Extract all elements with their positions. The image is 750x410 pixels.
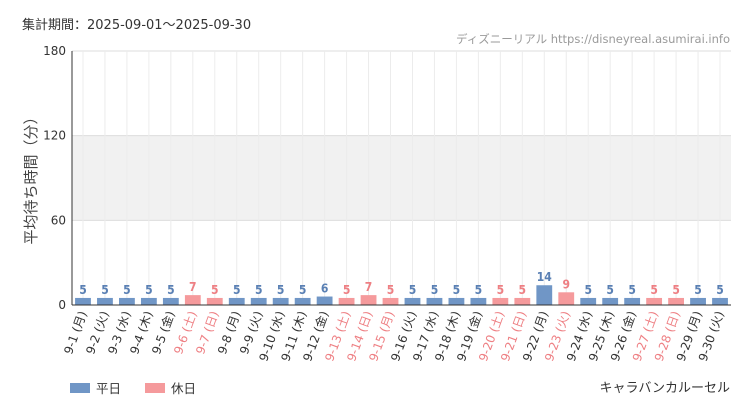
data-label: 5: [277, 283, 285, 297]
bar: [360, 295, 377, 305]
y-axis-label: 平均待ち時間（分）: [22, 109, 40, 244]
bar: [184, 295, 201, 305]
data-label: 5: [475, 283, 483, 297]
bar: [690, 297, 706, 305]
data-label: 5: [606, 283, 614, 297]
legend-item-holiday: 休日: [145, 378, 196, 397]
bar: [228, 297, 245, 305]
data-label: 5: [233, 283, 241, 297]
data-label: 7: [189, 280, 197, 294]
chart-axes: [71, 51, 731, 306]
bar: [646, 297, 663, 305]
source-credit: ディズニーリアル https://disneyreal.asumirai.inf…: [456, 32, 730, 46]
data-label: 5: [101, 283, 109, 297]
data-label: 5: [79, 283, 87, 297]
data-label: 5: [145, 283, 153, 297]
bar: [140, 297, 157, 305]
data-label: 5: [497, 283, 505, 297]
legend: 平日 休日: [70, 378, 220, 397]
data-label: 5: [716, 283, 724, 297]
data-label: 5: [255, 283, 263, 297]
bar: [602, 297, 619, 305]
y-tick-label: 180: [43, 44, 66, 58]
bar: [580, 297, 597, 305]
chart-grid: [72, 50, 731, 305]
bar: [668, 297, 684, 305]
bar: [426, 297, 443, 305]
data-label: 5: [584, 283, 592, 297]
bar: [536, 285, 553, 305]
legend-swatch-holiday: [145, 382, 166, 393]
y-tick-label: 0: [58, 298, 66, 312]
data-label: 5: [343, 283, 351, 297]
collection-period: 集計期間：2025-09-01～2025-09-30: [22, 18, 252, 33]
legend-swatch-weekday: [70, 382, 90, 393]
legend-label-holiday: 休日: [171, 381, 197, 396]
attraction-name: キャラバンカルーセル: [599, 381, 730, 396]
bar: [492, 297, 509, 305]
data-label: 9: [562, 277, 570, 291]
y-tick-label: 60: [51, 213, 66, 227]
bar: [338, 297, 355, 305]
data-label: 5: [123, 283, 131, 297]
bar: [272, 297, 289, 305]
bar: [382, 297, 399, 305]
bar: [316, 296, 333, 305]
data-label: 5: [211, 283, 219, 297]
bar: [470, 297, 487, 305]
data-label: 5: [299, 283, 307, 297]
bar: [75, 297, 91, 305]
shaded-band: [72, 135, 731, 221]
bar: [162, 297, 179, 305]
chart-bars: [75, 285, 728, 305]
bar: [250, 297, 267, 305]
data-label: 5: [694, 283, 702, 297]
plot-background: [72, 135, 731, 221]
bar: [624, 297, 641, 305]
bar: [404, 297, 421, 305]
y-tick-labels: 0 60 120 180: [43, 44, 66, 312]
bar: [514, 297, 531, 305]
data-label: 7: [365, 280, 373, 294]
data-label: 5: [628, 283, 636, 297]
bar: [119, 297, 135, 305]
bar: [712, 297, 728, 305]
data-label: 14: [537, 270, 553, 284]
x-tick-labels: 9-1 (月)9-2 (火)9-3 (水)9-4 (木)9-5 (金)9-6 (…: [61, 309, 727, 363]
data-label: 5: [650, 283, 658, 297]
y-tick-label: 120: [43, 129, 66, 143]
data-label: 5: [672, 283, 680, 297]
data-label: 5: [167, 283, 175, 297]
data-label: 5: [453, 283, 461, 297]
bar: [206, 297, 223, 305]
data-label: 5: [409, 283, 417, 297]
bar: [294, 297, 311, 305]
data-label: 5: [431, 283, 439, 297]
legend-item-weekday: 平日: [70, 378, 121, 397]
data-label: 5: [519, 283, 527, 297]
bar: [97, 297, 113, 305]
bar: [558, 292, 575, 305]
data-label: 6: [321, 282, 329, 296]
bar: [448, 297, 465, 305]
data-label: 5: [387, 283, 395, 297]
legend-label-weekday: 平日: [96, 381, 122, 396]
